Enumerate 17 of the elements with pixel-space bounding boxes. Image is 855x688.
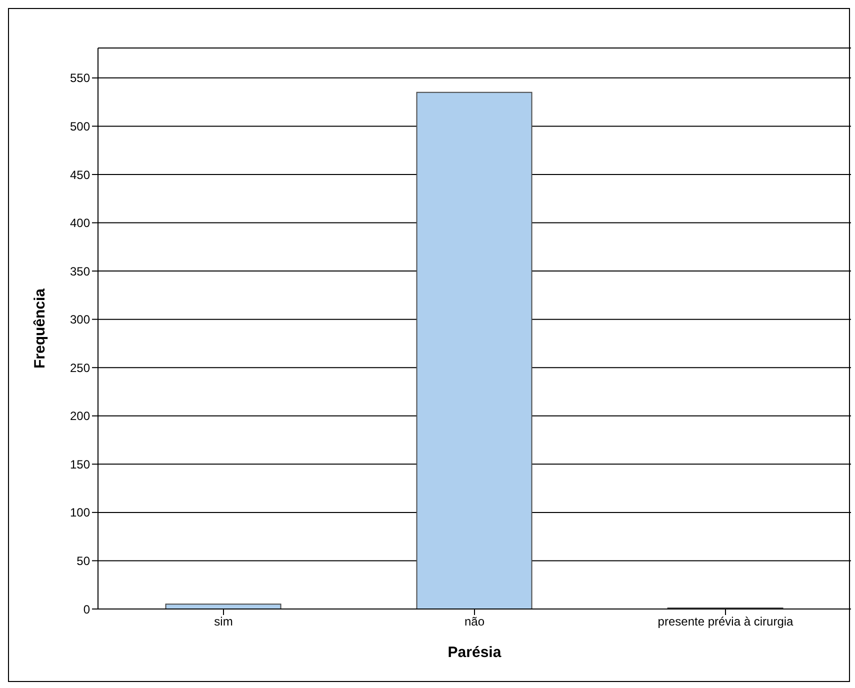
x-tick-label: sim [214, 614, 233, 629]
x-tick-label: presente prévia à cirurgia [658, 614, 794, 629]
x-axis-title: Parésia [448, 644, 502, 661]
y-tick-label: 0 [83, 602, 90, 616]
y-tick-label: 350 [70, 264, 90, 278]
y-tick-label: 100 [70, 506, 90, 520]
y-tick-label: 550 [70, 71, 90, 86]
y-tick-label: 400 [70, 216, 90, 230]
y-tick-label: 300 [70, 312, 90, 327]
y-tick-label: 50 [76, 554, 90, 568]
x-tick-label: não [464, 614, 485, 629]
y-tick-label: 150 [70, 457, 90, 472]
y-tick-label: 500 [70, 119, 90, 134]
y-axis-title: Frequência [31, 288, 48, 369]
y-tick-label: 450 [70, 168, 90, 182]
y-tick-label: 250 [70, 360, 90, 375]
y-tick-label: 200 [70, 409, 90, 424]
